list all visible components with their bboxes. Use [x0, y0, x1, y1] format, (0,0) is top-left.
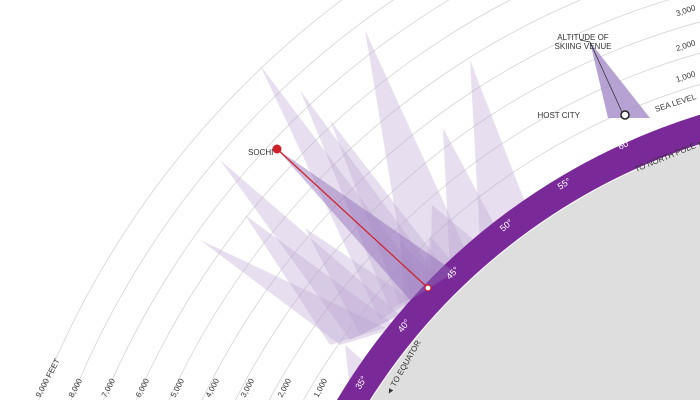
altitude-label: 2,000: [276, 377, 294, 399]
altitude-label: 1,000: [675, 69, 697, 84]
leader-line: [579, 39, 591, 43]
altitude-label: 8,000: [67, 377, 85, 399]
altitude-label: 3,000: [675, 3, 697, 18]
altitude-label: 5,000: [169, 377, 187, 399]
annotation: SOCHI: [248, 148, 273, 157]
altitude-label: 4,000: [204, 377, 222, 399]
altitude-label: 2,000: [675, 38, 697, 53]
altitude-labels: 9,000 FEET 8,000 7,000 6,000 5,000 4,000…: [34, 357, 330, 399]
altitude-label: 9,000 FEET: [34, 357, 62, 399]
annotation: ALTITUDE OF: [557, 33, 609, 42]
sochi-line: [276, 148, 429, 289]
altitude-label: 3,000: [239, 377, 257, 399]
annotation: HOST CITY: [537, 111, 580, 120]
host-peak: [590, 42, 650, 118]
sochi-base: [424, 284, 432, 292]
annotation: SKIING VENUE: [555, 42, 612, 51]
sochi-peak: [277, 149, 455, 300]
leader-line: [589, 41, 623, 113]
altitude-label: 7,000: [100, 377, 118, 399]
sochi-dot: [272, 144, 282, 154]
altitude-label: 1,000: [312, 377, 330, 399]
altitude-label: SEA LEVEL: [654, 92, 698, 114]
earth: [371, 145, 700, 400]
altitude-label: 6,000: [134, 377, 152, 399]
host-dot: [620, 110, 630, 120]
